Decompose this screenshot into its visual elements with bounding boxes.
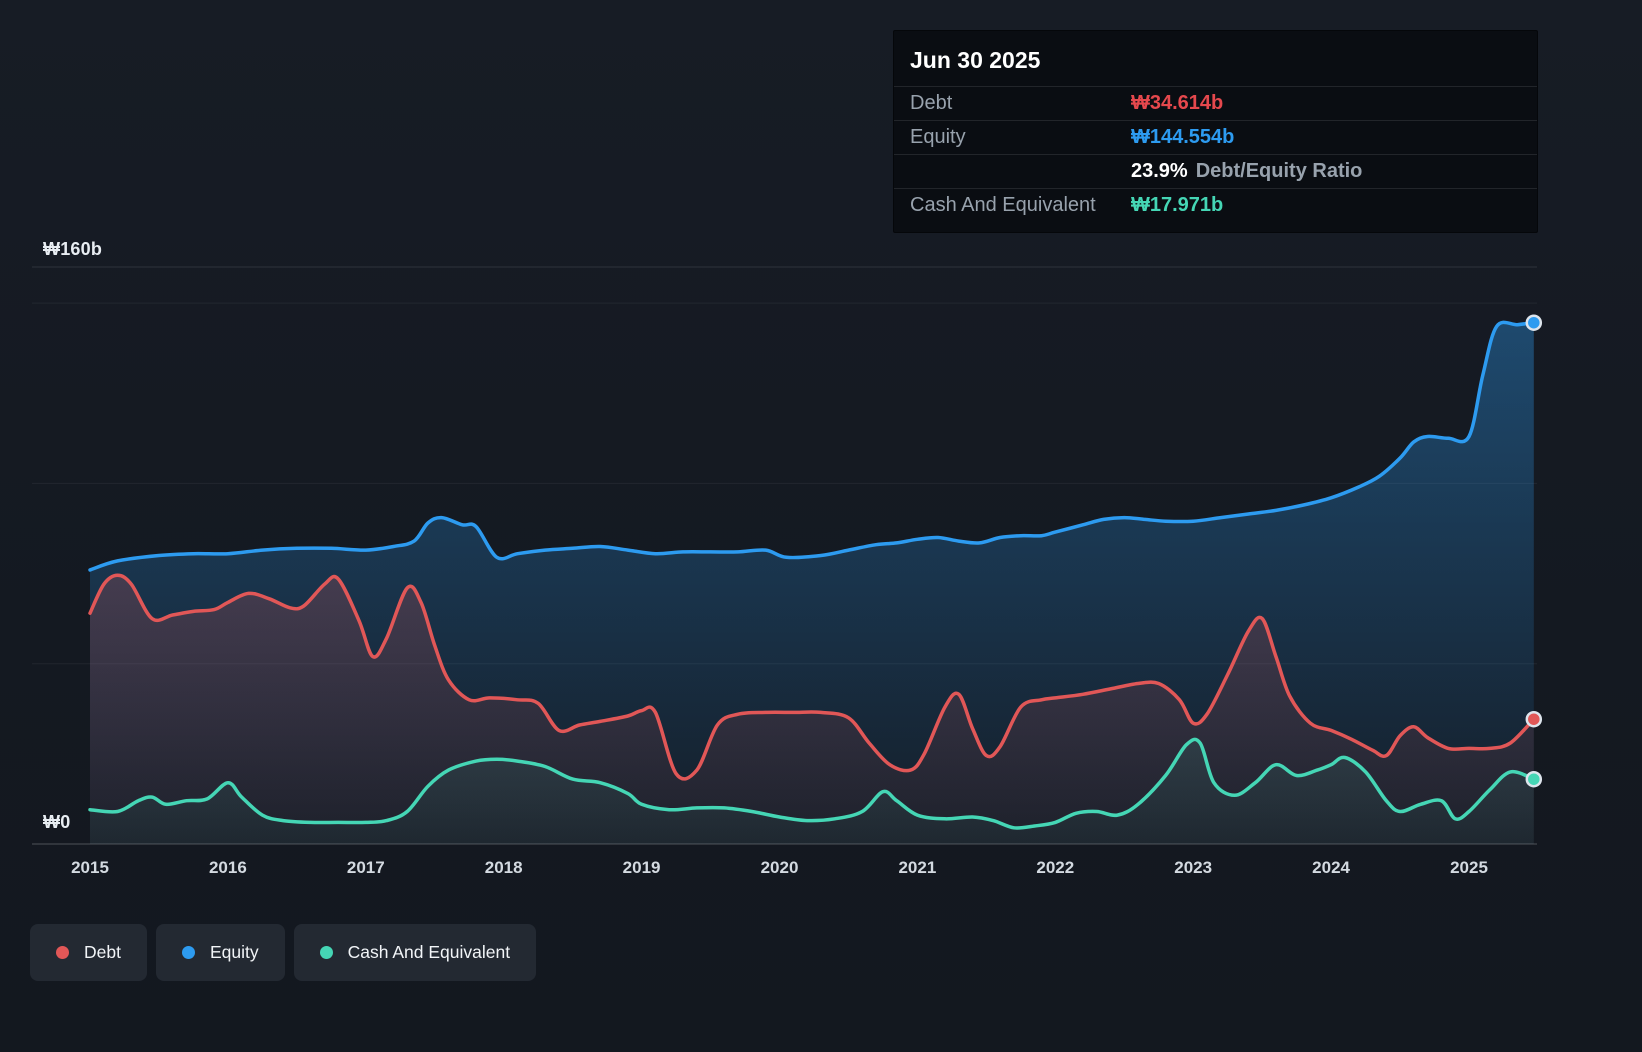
legend-debt-label: Debt bbox=[84, 942, 121, 962]
tooltip-ratio-value: 23.9% bbox=[1131, 160, 1188, 182]
x-tick-label-2017: 2017 bbox=[346, 858, 385, 877]
tooltip-date: Jun 30 2025 bbox=[910, 47, 1041, 73]
equity-endpoint-marker[interactable] bbox=[1525, 314, 1543, 331]
chart-legend: Debt Equity Cash And Equivalent bbox=[30, 924, 537, 981]
cash-and-equivalent-endpoint-marker[interactable] bbox=[1525, 770, 1543, 788]
chart-tooltip: Jun 30 2025 Debt ₩34.614b Equity ₩144.55… bbox=[893, 30, 1538, 233]
tooltip-row-debt: Debt ₩34.614b bbox=[894, 86, 1537, 120]
tooltip-cash-value: ₩17.971b bbox=[1131, 194, 1224, 216]
y-axis-label-max: ₩160b bbox=[43, 239, 103, 259]
tooltip-row-ratio: 23.9% Debt/Equity Ratio bbox=[894, 154, 1537, 188]
tooltip-equity-value: ₩144.554b bbox=[1131, 126, 1235, 148]
x-tick-label-2020: 2020 bbox=[760, 858, 799, 877]
cash-and-equivalent-line bbox=[88, 737, 1536, 830]
tooltip-debt-label: Debt bbox=[910, 92, 953, 114]
x-tick-label-2022: 2022 bbox=[1036, 858, 1075, 877]
x-tick-label-2021: 2021 bbox=[898, 858, 937, 877]
tooltip-debt-value: ₩34.614b bbox=[1131, 92, 1224, 114]
equity-series-dot-icon bbox=[181, 946, 195, 959]
legend-item-equity[interactable]: Equity bbox=[155, 924, 285, 981]
tooltip-cash-label: Cash And Equivalent bbox=[910, 194, 1096, 216]
debt-line bbox=[88, 573, 1536, 781]
legend-item-cash[interactable]: Cash And Equivalent bbox=[293, 924, 537, 981]
x-tick-label-2019: 2019 bbox=[622, 858, 661, 877]
debt-series-dot-icon bbox=[56, 946, 69, 959]
equity-line bbox=[88, 320, 1536, 572]
tooltip-ratio-label: Debt/Equity Ratio bbox=[1195, 160, 1363, 182]
y-axis-label-zero: ₩0 bbox=[43, 812, 71, 832]
x-tick-label-2016: 2016 bbox=[208, 858, 247, 877]
legend-cash-label: Cash And Equivalent bbox=[347, 942, 511, 962]
x-axis: 2015 2016 2017 2018 2019 2020 2021 2022 2023 2024… bbox=[0, 858, 1642, 886]
cash-series-dot-icon bbox=[319, 946, 333, 959]
x-tick-label-2023: 2023 bbox=[1174, 858, 1213, 877]
debt-endpoint-marker[interactable] bbox=[1525, 710, 1543, 728]
x-tick-label-2025: 2025 bbox=[1450, 858, 1488, 877]
x-tick-label-2024: 2024 bbox=[1312, 858, 1350, 877]
legend-equity-label: Equity bbox=[209, 942, 259, 962]
tooltip-row-cash: Cash And Equivalent ₩17.971b bbox=[894, 188, 1537, 222]
legend-item-debt[interactable]: Debt bbox=[30, 924, 147, 981]
tooltip-row-equity: Equity ₩144.554b bbox=[894, 120, 1537, 154]
tooltip-equity-label: Equity bbox=[910, 126, 966, 148]
x-tick-label-2018: 2018 bbox=[484, 858, 523, 877]
x-tick-label-2015: 2015 bbox=[71, 858, 109, 877]
